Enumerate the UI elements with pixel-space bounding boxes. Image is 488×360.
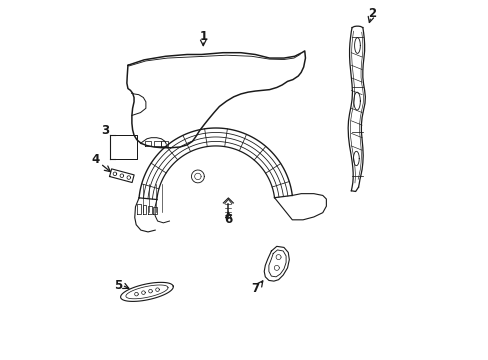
Text: 6: 6 xyxy=(224,213,232,226)
Text: 2: 2 xyxy=(367,7,375,20)
Text: 7: 7 xyxy=(251,282,259,295)
Text: 3: 3 xyxy=(102,124,109,137)
Text: 4: 4 xyxy=(91,153,100,166)
Text: 5: 5 xyxy=(114,279,122,292)
Text: 1: 1 xyxy=(199,30,207,43)
